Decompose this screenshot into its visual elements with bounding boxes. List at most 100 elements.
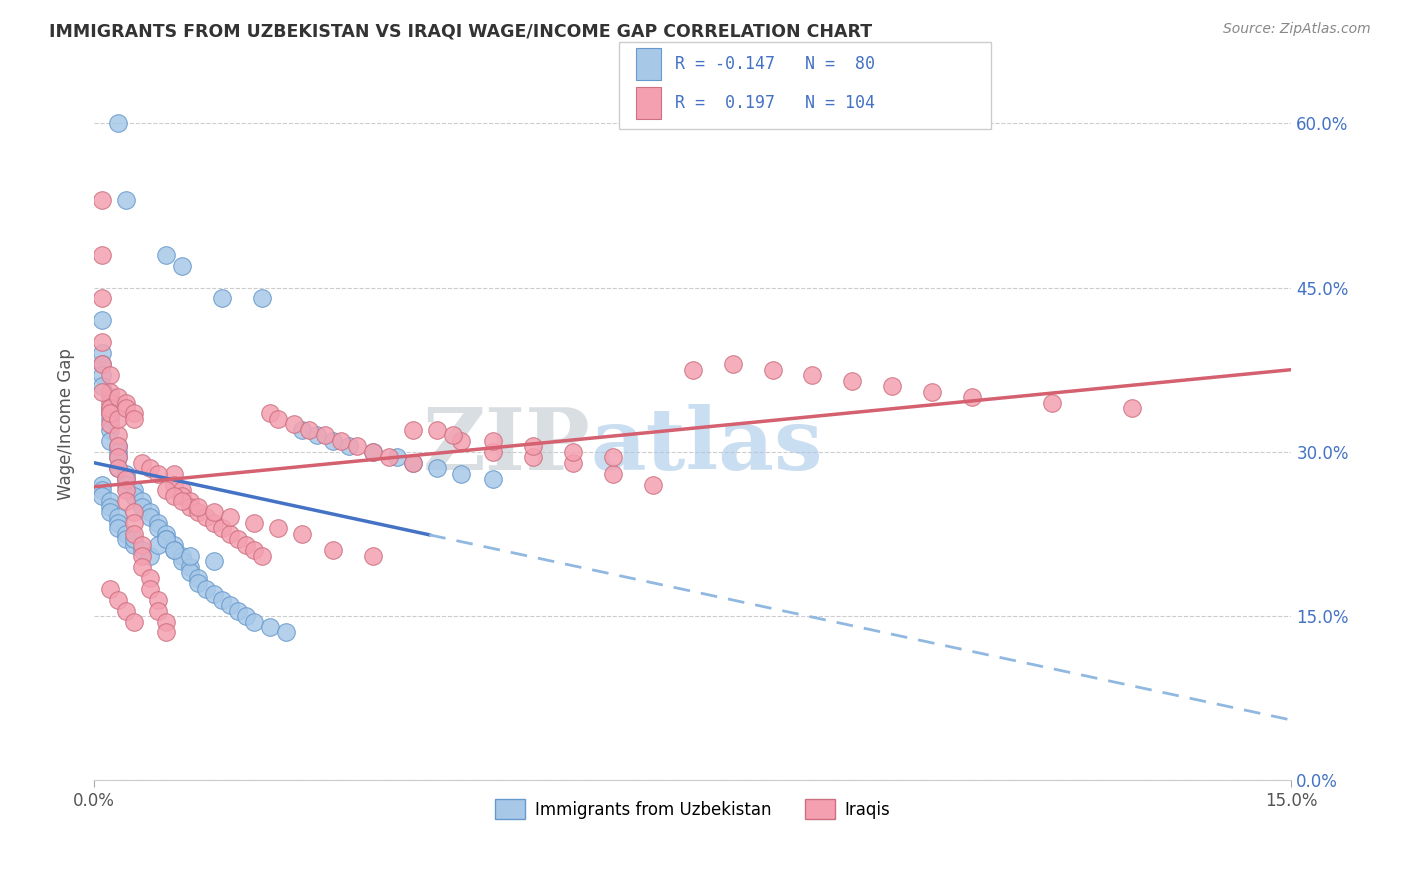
Point: [155, 615, 177, 629]
Point: [115, 603, 138, 617]
Point: [107, 412, 129, 426]
Point: [387, 450, 409, 465]
Point: [122, 516, 145, 530]
Point: [115, 494, 138, 508]
Point: [1040, 395, 1063, 409]
Point: [98, 395, 121, 409]
Point: [242, 516, 264, 530]
Point: [882, 379, 904, 393]
Point: [163, 489, 186, 503]
Y-axis label: Wage/Income Gap: Wage/Income Gap: [58, 349, 75, 500]
Point: [131, 500, 153, 514]
Point: [98, 407, 121, 421]
Point: [90, 292, 112, 306]
Point: [250, 292, 273, 306]
Point: [363, 549, 385, 563]
Point: [211, 521, 233, 535]
Point: [107, 428, 129, 442]
Point: [107, 461, 129, 475]
Point: [146, 592, 169, 607]
Legend: Immigrants from Uzbekistan, Iraqis: Immigrants from Uzbekistan, Iraqis: [488, 793, 897, 825]
Point: [98, 417, 121, 432]
Point: [107, 444, 129, 458]
Point: [226, 603, 249, 617]
Point: [131, 456, 153, 470]
Point: [194, 510, 217, 524]
Point: [402, 423, 425, 437]
Point: [90, 368, 112, 383]
Point: [107, 461, 129, 475]
Point: [122, 407, 145, 421]
Point: [283, 417, 305, 432]
Point: [202, 505, 225, 519]
Point: [107, 510, 129, 524]
Point: [522, 439, 544, 453]
Point: [187, 505, 209, 519]
Point: [307, 428, 329, 442]
Point: [98, 582, 121, 596]
Point: [298, 423, 321, 437]
Point: [921, 384, 943, 399]
Point: [482, 472, 505, 486]
Point: [163, 543, 186, 558]
Point: [226, 533, 249, 547]
Point: [170, 259, 193, 273]
Text: ZIP: ZIP: [423, 404, 591, 488]
Point: [266, 521, 288, 535]
Point: [322, 543, 344, 558]
Point: [235, 609, 257, 624]
Point: [290, 527, 312, 541]
Point: [218, 510, 240, 524]
Point: [378, 450, 401, 465]
Point: [450, 434, 472, 448]
Point: [179, 549, 201, 563]
Point: [194, 582, 217, 596]
Point: [202, 587, 225, 601]
Point: [170, 483, 193, 497]
Point: [235, 538, 257, 552]
Text: Source: ZipAtlas.com: Source: ZipAtlas.com: [1223, 22, 1371, 37]
Point: [139, 549, 162, 563]
Point: [841, 374, 863, 388]
Point: [146, 521, 169, 535]
Point: [139, 461, 162, 475]
Point: [122, 538, 145, 552]
Point: [211, 292, 233, 306]
Point: [179, 494, 201, 508]
Point: [131, 559, 153, 574]
Point: [90, 357, 112, 371]
Point: [218, 527, 240, 541]
Point: [98, 494, 121, 508]
Text: atlas: atlas: [591, 404, 824, 488]
Point: [122, 533, 145, 547]
Point: [761, 362, 783, 376]
Point: [402, 456, 425, 470]
Point: [163, 538, 186, 552]
Point: [122, 489, 145, 503]
Point: [170, 494, 193, 508]
Point: [155, 483, 177, 497]
Point: [90, 335, 112, 350]
Point: [801, 368, 824, 383]
Point: [402, 456, 425, 470]
Point: [115, 193, 138, 207]
Point: [259, 407, 281, 421]
Point: [115, 472, 138, 486]
Point: [187, 500, 209, 514]
Point: [98, 434, 121, 448]
Point: [163, 477, 186, 491]
Point: [259, 620, 281, 634]
Point: [1121, 401, 1143, 415]
Point: [90, 193, 112, 207]
Point: [139, 571, 162, 585]
Point: [98, 401, 121, 415]
Point: [98, 412, 121, 426]
Point: [107, 116, 129, 130]
Point: [155, 248, 177, 262]
Point: [146, 467, 169, 481]
Point: [115, 472, 138, 486]
Point: [90, 483, 112, 497]
Point: [330, 434, 353, 448]
Point: [90, 379, 112, 393]
Point: [139, 505, 162, 519]
